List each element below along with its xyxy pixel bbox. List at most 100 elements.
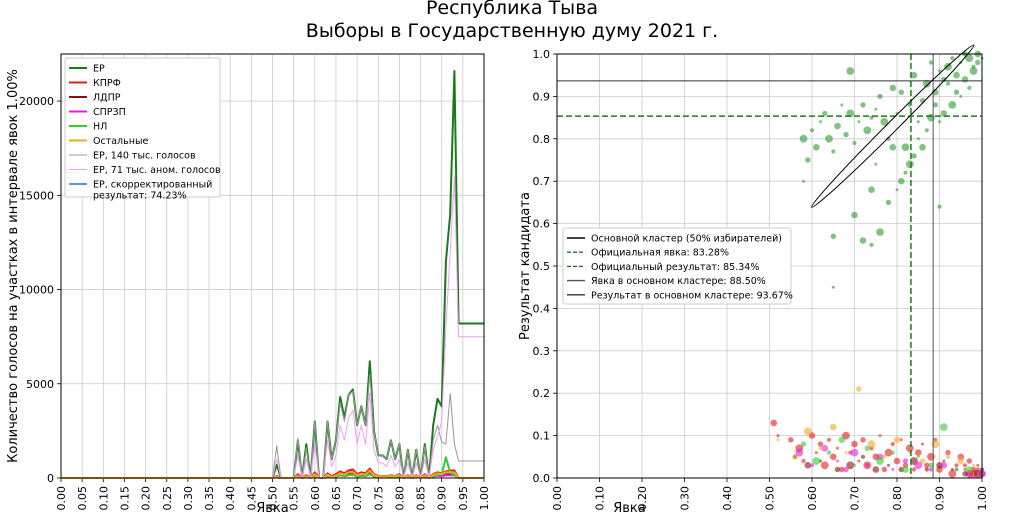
scatter-point bbox=[800, 441, 807, 447]
scatter-point bbox=[770, 419, 778, 427]
scatter-point bbox=[931, 440, 940, 448]
x-axis-label: Явка bbox=[256, 501, 289, 516]
legend-label: ЕР, скорректированный bbox=[93, 180, 212, 191]
scatter-point bbox=[846, 461, 855, 470]
scatter-point bbox=[919, 458, 926, 464]
scatter-point bbox=[788, 437, 794, 443]
scatter-point bbox=[940, 110, 948, 117]
scatter-point bbox=[799, 134, 808, 143]
scatter-point bbox=[851, 211, 858, 219]
scatter-point bbox=[932, 88, 939, 96]
scatter-point bbox=[889, 84, 897, 92]
scatter-point bbox=[877, 93, 883, 100]
y-tick-label: 20000 bbox=[19, 95, 54, 108]
scatter-point bbox=[844, 451, 848, 455]
scatter-point bbox=[944, 62, 952, 71]
scatter-point bbox=[885, 199, 892, 206]
x-tick-label: 0.45 bbox=[245, 486, 258, 511]
scatter-point bbox=[937, 204, 942, 209]
scatter-point bbox=[869, 242, 874, 247]
scatter-point bbox=[880, 117, 889, 126]
scatter-point bbox=[903, 170, 908, 175]
scatter-point bbox=[928, 60, 934, 65]
x-tick-label: 0.90 bbox=[934, 486, 947, 511]
x-tick-label: 0.85 bbox=[415, 486, 428, 511]
scatter-point bbox=[916, 455, 920, 459]
scatter-point bbox=[878, 434, 882, 438]
scatter-point bbox=[945, 81, 951, 86]
scatter-point bbox=[916, 120, 920, 124]
scatter-point bbox=[838, 436, 846, 444]
scatter-point bbox=[819, 120, 822, 124]
y-tick-label: 0 bbox=[47, 472, 54, 485]
scatter-point bbox=[809, 128, 815, 133]
scatter-point bbox=[876, 457, 884, 465]
x-tick-label: 0.10 bbox=[97, 486, 110, 511]
scatter-point bbox=[893, 436, 901, 444]
scatter-point bbox=[843, 131, 849, 138]
scatter-point bbox=[831, 285, 835, 289]
scatter-point bbox=[938, 69, 941, 73]
scatter-point bbox=[876, 228, 884, 237]
scatter-point bbox=[957, 457, 965, 465]
y-tick-label: 0.0 bbox=[533, 472, 551, 485]
scatter-point bbox=[966, 458, 972, 464]
scatter-point bbox=[905, 160, 914, 169]
x-tick-label: 0.75 bbox=[372, 486, 385, 511]
scatter-point bbox=[792, 454, 798, 460]
scatter-point bbox=[860, 437, 866, 443]
scatter-point bbox=[826, 450, 832, 455]
x-tick-label: 0.50 bbox=[267, 486, 280, 511]
x-tick-label: 0.55 bbox=[288, 486, 301, 511]
scatter-point bbox=[834, 466, 841, 473]
scatter-point bbox=[962, 471, 968, 477]
scatter-point bbox=[905, 444, 914, 453]
scatter-point bbox=[953, 71, 960, 79]
x-tick-label: 0.60 bbox=[309, 486, 322, 511]
scatter-point bbox=[843, 466, 849, 473]
x-tick-label: 0.65 bbox=[330, 486, 343, 511]
legend-label: Остальные bbox=[93, 136, 148, 147]
y-tick-label: 0.2 bbox=[533, 387, 551, 400]
scatter-point bbox=[818, 446, 823, 451]
scatter-point bbox=[822, 110, 828, 117]
scatter-point bbox=[820, 461, 829, 470]
scatter-point bbox=[836, 446, 839, 450]
scatter-point bbox=[924, 128, 929, 133]
scatter-point bbox=[950, 56, 955, 61]
legend-label: ЕР, 71 тыс. аном. голосов bbox=[93, 165, 221, 176]
scatter-point bbox=[939, 423, 948, 431]
legend-label: КПРФ bbox=[93, 78, 121, 89]
y-axis-label: Количество голосов на участках в интерва… bbox=[6, 69, 21, 463]
scatter-point bbox=[801, 458, 806, 464]
scatter-point bbox=[950, 468, 954, 471]
scatter-point bbox=[865, 463, 870, 468]
scatter-point bbox=[890, 450, 895, 455]
scatter-point bbox=[902, 466, 909, 473]
scatter-point bbox=[839, 466, 845, 473]
scatter-point bbox=[821, 445, 829, 452]
y-tick-label: 1.0 bbox=[533, 48, 551, 61]
x-tick-label: 0.95 bbox=[457, 486, 470, 511]
y-axis-label: Результат кандидата bbox=[518, 192, 533, 340]
y-tick-label: 0.1 bbox=[533, 430, 551, 443]
y-tick-label: 0.7 bbox=[533, 175, 551, 188]
scatter-series-ЕР bbox=[799, 50, 984, 289]
scatter-point bbox=[919, 144, 926, 151]
x-tick-label: 1.00 bbox=[478, 486, 491, 511]
scatter-point bbox=[803, 427, 812, 436]
scatter-point bbox=[945, 449, 951, 456]
scatter-point bbox=[882, 454, 887, 459]
x-tick-label: 0.30 bbox=[679, 486, 692, 511]
legend-label: Официальная явка: 83.28% bbox=[591, 248, 729, 259]
scatter-point bbox=[887, 463, 890, 467]
x-tick-label: 0.10 bbox=[594, 486, 607, 511]
scatter-point bbox=[813, 144, 820, 151]
x-tick-label: 0.90 bbox=[436, 486, 449, 511]
scatter-point bbox=[884, 448, 893, 457]
scatter-point bbox=[942, 459, 946, 463]
scatter-point bbox=[856, 386, 862, 392]
x-tick-label: 0.50 bbox=[764, 486, 777, 511]
